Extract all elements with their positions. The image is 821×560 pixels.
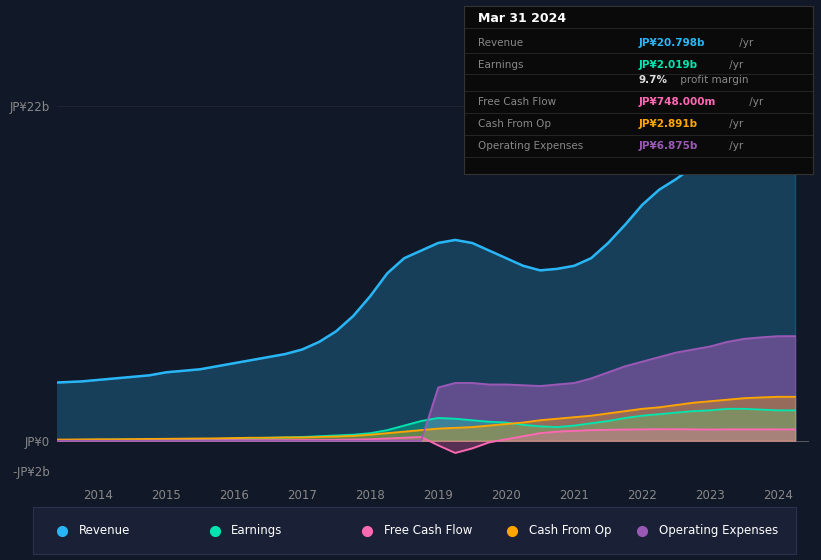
Text: 9.7%: 9.7%	[639, 76, 667, 85]
Text: Operating Expenses: Operating Expenses	[478, 141, 583, 151]
Text: JP¥20.798b: JP¥20.798b	[639, 39, 704, 48]
Text: /yr: /yr	[745, 97, 763, 107]
Text: JP¥6.875b: JP¥6.875b	[639, 141, 698, 151]
Text: JP¥2.019b: JP¥2.019b	[639, 60, 698, 70]
Text: Operating Expenses: Operating Expenses	[659, 524, 778, 537]
Text: /yr: /yr	[727, 141, 744, 151]
Text: JP¥748.000m: JP¥748.000m	[639, 97, 716, 107]
Text: Cash From Op: Cash From Op	[478, 119, 551, 129]
Text: Earnings: Earnings	[478, 60, 523, 70]
Text: /yr: /yr	[727, 60, 744, 70]
Text: /yr: /yr	[727, 119, 744, 129]
Text: profit margin: profit margin	[677, 76, 749, 85]
Text: JP¥2.891b: JP¥2.891b	[639, 119, 698, 129]
Text: /yr: /yr	[736, 39, 754, 48]
Text: Cash From Op: Cash From Op	[530, 524, 612, 537]
Text: Free Cash Flow: Free Cash Flow	[478, 97, 556, 107]
Text: Revenue: Revenue	[478, 39, 523, 48]
Text: Revenue: Revenue	[79, 524, 130, 537]
Text: Mar 31 2024: Mar 31 2024	[478, 12, 566, 25]
Text: Earnings: Earnings	[232, 524, 282, 537]
Text: Free Cash Flow: Free Cash Flow	[384, 524, 472, 537]
